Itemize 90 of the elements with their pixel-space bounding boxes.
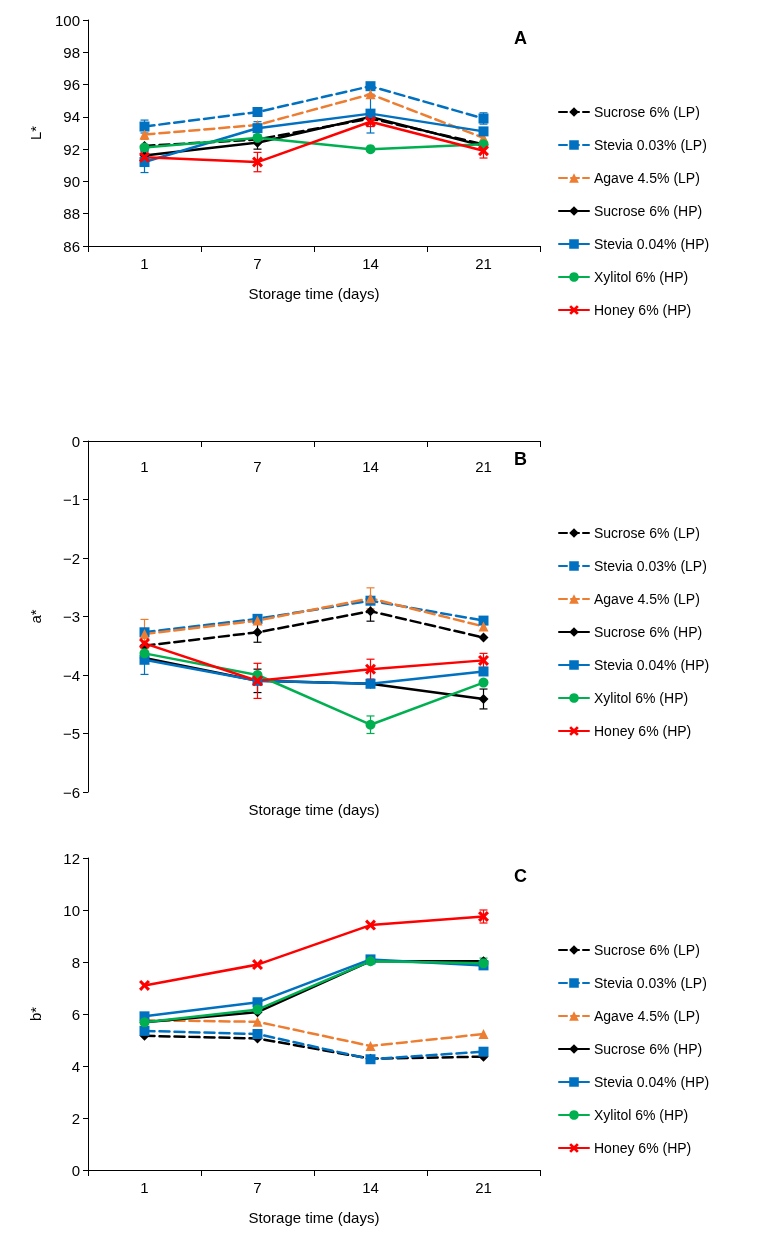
x-axis-title: Storage time (days) xyxy=(248,801,380,818)
legend-label: Honey 6% (HP) xyxy=(594,302,692,318)
legend-label: Stevia 0.04% (HP) xyxy=(594,1074,710,1090)
y-tick-label: −1 xyxy=(62,491,80,508)
point xyxy=(478,693,489,704)
x-tick-label: 14 xyxy=(362,458,379,475)
legend-label: Sucrose 6% (LP) xyxy=(594,525,700,541)
legend-label: Xylitol 6% (HP) xyxy=(594,1107,689,1123)
point xyxy=(365,719,376,730)
legend-label: Agave 4.5% (LP) xyxy=(594,591,700,607)
x-tick-label: 21 xyxy=(475,458,492,475)
y-tick-label: −2 xyxy=(62,549,80,567)
x-tick-label: 7 xyxy=(253,1179,262,1196)
y-tick-label: 94 xyxy=(63,108,80,126)
y-tick-label: −6 xyxy=(62,783,80,801)
point xyxy=(139,129,150,140)
point xyxy=(478,632,489,643)
y-tick-label: −5 xyxy=(62,725,80,742)
point xyxy=(365,144,376,155)
legend-label: Stevia 0.03% (LP) xyxy=(594,558,707,574)
x-axis-title: Storage time (days) xyxy=(248,1209,380,1226)
point xyxy=(252,107,263,118)
legend-label: Sucrose 6% (LP) xyxy=(594,104,700,120)
point xyxy=(252,627,263,638)
x-tick-label: 1 xyxy=(140,255,149,272)
legend-label: Sucrose 6% (LP) xyxy=(594,942,700,958)
point xyxy=(365,81,376,92)
point xyxy=(365,606,376,617)
legend-label: Stevia 0.03% (LP) xyxy=(594,975,707,991)
legend-label: Agave 4.5% (LP) xyxy=(594,170,700,186)
chart-title: C xyxy=(514,866,527,886)
y-tick-label: 86 xyxy=(63,237,80,255)
y-tick-label: 100 xyxy=(54,11,80,29)
point xyxy=(252,959,263,971)
y-tick-label: 6 xyxy=(71,1005,80,1023)
y-tick-label: 0 xyxy=(71,432,80,450)
y-tick-label: 0 xyxy=(71,1161,80,1179)
legend-label: Sucrose 6% (HP) xyxy=(594,203,703,219)
y-axis-title: L* xyxy=(27,125,44,141)
point xyxy=(478,126,489,137)
point xyxy=(139,648,150,659)
legend-label: Stevia 0.04% (HP) xyxy=(594,657,710,673)
point xyxy=(365,663,376,675)
point xyxy=(478,621,489,632)
y-tick-label: −3 xyxy=(62,608,80,625)
x-tick-label: 7 xyxy=(253,255,262,272)
legend-label: Sucrose 6% (HP) xyxy=(594,1041,703,1057)
point xyxy=(139,1025,150,1036)
point xyxy=(252,1016,263,1027)
y-tick-label: 8 xyxy=(71,953,80,971)
y-tick-label: 88 xyxy=(63,205,80,223)
y-tick-label: 12 xyxy=(63,849,80,867)
point xyxy=(365,1040,376,1051)
x-tick-label: 21 xyxy=(475,255,492,272)
point xyxy=(478,677,489,688)
legend-label: Honey 6% (HP) xyxy=(594,1140,692,1156)
legend-label: Honey 6% (HP) xyxy=(594,723,692,739)
y-tick-label: 92 xyxy=(63,140,80,158)
legend-label: Agave 4.5% (LP) xyxy=(594,1008,700,1024)
x-tick-label: 7 xyxy=(253,458,262,475)
point xyxy=(252,1029,263,1040)
point xyxy=(478,1029,489,1040)
x-tick-label: 14 xyxy=(362,1179,379,1196)
y-tick-label: 10 xyxy=(63,901,80,919)
legend-label: Sucrose 6% (HP) xyxy=(594,624,703,640)
chart-title: B xyxy=(514,449,527,469)
y-tick-label: 98 xyxy=(63,43,80,61)
x-tick-label: 1 xyxy=(140,1179,149,1196)
y-tick-label: −4 xyxy=(62,666,80,684)
y-tick-label: 90 xyxy=(63,172,80,190)
legend-label: Xylitol 6% (HP) xyxy=(594,690,689,706)
point xyxy=(252,156,263,168)
point xyxy=(365,89,376,100)
y-axis-title: b* xyxy=(27,1006,44,1022)
point xyxy=(478,1046,489,1057)
legend-label: Stevia 0.04% (HP) xyxy=(594,236,710,252)
y-tick-label: 4 xyxy=(71,1057,80,1075)
chart-title: A xyxy=(514,28,527,48)
point xyxy=(365,919,376,931)
legend-label: Xylitol 6% (HP) xyxy=(594,269,689,285)
point xyxy=(139,979,150,991)
x-tick-label: 14 xyxy=(362,255,379,272)
x-tick-label: 1 xyxy=(140,458,149,475)
point xyxy=(478,666,489,677)
y-tick-label: 96 xyxy=(63,76,80,94)
x-tick-label: 21 xyxy=(475,1179,492,1196)
x-axis-title: Storage time (days) xyxy=(248,285,380,302)
y-tick-label: 2 xyxy=(71,1109,80,1127)
y-axis-title: a* xyxy=(27,609,44,624)
legend-label: Stevia 0.03% (LP) xyxy=(594,137,707,153)
